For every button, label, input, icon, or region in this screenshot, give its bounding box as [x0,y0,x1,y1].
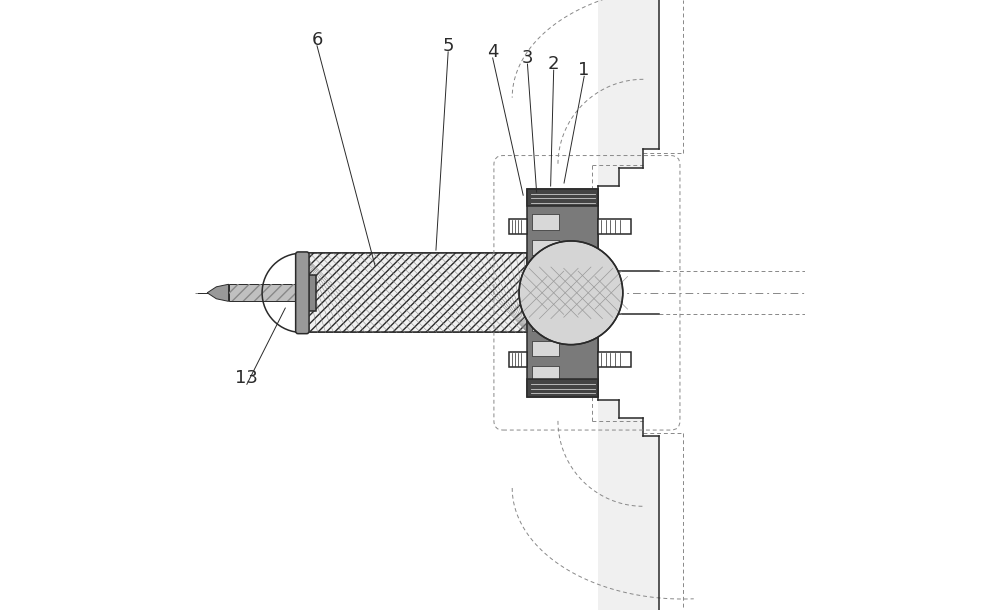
Text: 2: 2 [548,55,559,73]
Bar [229,284,307,301]
Bar [509,219,527,234]
Bar [302,253,527,332]
Bar [229,284,307,301]
Bar [532,240,559,255]
Text: 3: 3 [522,49,533,67]
Bar [532,315,559,331]
Bar [532,265,559,280]
Polygon shape [207,284,229,301]
Text: 13: 13 [235,369,258,387]
Bar [532,290,559,306]
Text: 1: 1 [578,61,590,79]
Circle shape [519,241,623,345]
Text: 5: 5 [442,37,454,55]
Bar [532,215,559,229]
Polygon shape [598,0,659,186]
Bar [305,275,316,310]
Bar [527,379,598,397]
Polygon shape [598,400,659,610]
Bar [527,189,598,206]
Text: 4: 4 [487,43,498,61]
Bar [532,366,559,381]
Bar [598,351,631,367]
Bar [532,341,559,356]
Bar [527,189,598,396]
Bar [598,219,631,234]
FancyBboxPatch shape [296,252,309,334]
Text: 6: 6 [311,30,323,49]
Bar [302,253,527,332]
Bar [509,351,527,367]
